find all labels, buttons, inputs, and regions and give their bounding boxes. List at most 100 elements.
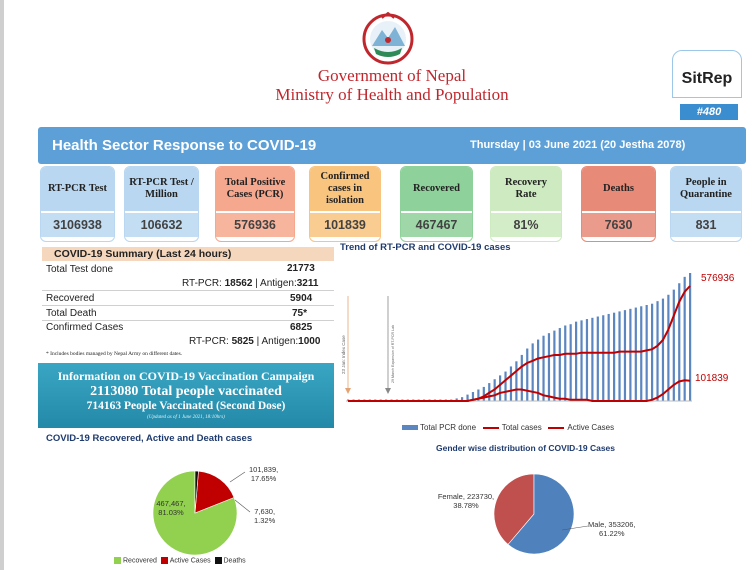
female-slice <box>493 473 535 545</box>
gender-pie-leader <box>561 525 589 531</box>
tile-recovery-rate: Recovery Rate 81% <box>490 166 562 242</box>
pcr-bar <box>656 301 659 401</box>
sitrep-number: #480 <box>680 104 738 120</box>
pcr-bar <box>683 276 686 401</box>
pcr-bar <box>689 273 692 401</box>
tile-value: 467467 <box>401 213 472 237</box>
legend-recovered: Recovered <box>123 557 157 565</box>
pcr-bar <box>477 389 480 401</box>
legend-total: Total cases <box>501 423 542 432</box>
pcr-bar <box>564 325 567 401</box>
ministry-line: Ministry of Health and Population <box>275 85 509 104</box>
female-slice-label: Female, 223730, 38.78% <box>431 492 501 510</box>
tile-value: 576936 <box>216 213 294 237</box>
legend-pcr-swatch <box>402 425 418 431</box>
pcr-bar <box>531 343 534 401</box>
tile-value: 106632 <box>125 213 198 237</box>
pcr-bar <box>482 386 485 401</box>
legend-deaths-swatch <box>214 557 222 564</box>
sitrep-label: SitRep <box>681 70 733 87</box>
tile-label: Recovered <box>401 167 472 211</box>
pcr-bar <box>629 308 632 401</box>
death-value: 75* <box>292 308 308 319</box>
pcr-bar <box>596 316 599 401</box>
case-split-antigen: 1000 <box>298 336 321 347</box>
recovered-pct: 81.03% <box>158 508 184 517</box>
active-slice <box>194 470 235 514</box>
tile-rtpcr-per-million: RT-PCR Test / Million 106632 <box>124 166 199 242</box>
male-pct: 61.22% <box>599 529 625 538</box>
active-pct: 17.65% <box>250 474 277 483</box>
tile-label: People in Quarantine <box>671 167 741 211</box>
divider <box>42 305 334 306</box>
pcr-bar <box>618 311 621 401</box>
recovered-value: 5904 <box>290 293 313 304</box>
government-line: Government of Nepal <box>317 66 467 85</box>
lab-expansion-arrow-icon <box>385 388 391 394</box>
female-count: Female, 223730, <box>437 492 495 501</box>
tile-value: 81% <box>491 213 561 237</box>
recovered-label: Recovered <box>46 293 95 304</box>
trend-chart-title: Trend of RT-PCR and COVID-19 cases <box>340 242 511 253</box>
deaths-slice-label: 7,630, 1.32% <box>254 507 275 525</box>
death-label: Total Death <box>46 308 97 319</box>
pcr-bar <box>607 313 610 401</box>
pcr-bar <box>537 339 540 401</box>
page-border <box>0 0 4 570</box>
case-split-pcr: 5825 <box>231 336 254 347</box>
case-split-sep: | Antigen: <box>253 336 299 347</box>
pcr-bar <box>667 294 670 401</box>
pcr-bar <box>520 354 523 401</box>
test-split: RT-PCR: 18562 | Antigen:3211 <box>182 278 318 290</box>
legend-total-swatch <box>482 426 499 429</box>
total-test-label: Total Test done <box>46 264 114 275</box>
legend-active-swatch <box>548 426 565 429</box>
pcr-bar <box>466 394 469 401</box>
deaths-slice <box>194 470 199 514</box>
pcr-bar <box>558 328 561 401</box>
banner-title: Health Sector Response to COVID-19 <box>52 137 317 154</box>
active-cases-line <box>348 379 691 402</box>
pcr-bar <box>602 315 605 401</box>
nepal-emblem-icon <box>362 12 414 65</box>
pcr-bar <box>672 289 675 401</box>
status-pie-chart <box>152 470 238 556</box>
female-pct: 38.78% <box>453 501 479 510</box>
trend-legend: Total PCR done Total cases Active Cases <box>402 423 614 432</box>
title-banner <box>38 127 746 164</box>
index-case-arrow-icon <box>345 388 351 394</box>
gender-pie-title: Gender wise distribution of COVID-19 Cas… <box>436 443 616 453</box>
test-split-antigen: 3211 <box>296 278 319 289</box>
pcr-bar <box>575 321 578 401</box>
pcr-bar <box>553 330 556 401</box>
male-slice-label: Male, 353206, 61.22% <box>588 520 636 538</box>
pcr-bar <box>499 375 502 401</box>
legend-active-swatch <box>160 557 168 564</box>
total-cases-line <box>348 285 691 402</box>
pcr-bar <box>580 320 583 401</box>
divider <box>42 290 334 291</box>
banner-date: Thursday | 03 June 2021 (20 Jestha 2078) <box>470 139 686 151</box>
pcr-bar <box>526 348 529 401</box>
pcr-bar <box>634 307 637 401</box>
pcr-bar <box>515 361 518 401</box>
male-slice <box>507 473 575 555</box>
test-split-pcr: 18562 <box>224 278 253 289</box>
confirmed-value: 6825 <box>290 322 313 333</box>
summary-title: COVID-19 Summary (Last 24 hours) <box>42 247 334 261</box>
tile-value: 831 <box>671 213 741 237</box>
tile-quarantine: People in Quarantine 831 <box>670 166 742 242</box>
active-count: 101,839, <box>249 465 279 474</box>
case-split: RT-PCR: 5825 | Antigen:1000 <box>189 336 320 348</box>
pcr-bar <box>569 324 572 401</box>
vaccination-second-dose: 714163 People Vaccinated (Second Dose) <box>86 400 286 412</box>
pcr-bar <box>455 398 458 401</box>
tile-isolation: Confirmed cases in isolation 101839 <box>309 166 381 242</box>
legend-active: Active Cases <box>567 423 615 432</box>
legend-active-cases: Active Cases <box>169 557 211 565</box>
confirmed-label: Confirmed Cases <box>46 322 124 333</box>
test-split-prefix: RT-PCR: <box>182 278 225 289</box>
vaccination-total: 2113080 Total people vaccinated <box>90 384 282 399</box>
recovered-slice <box>152 470 238 556</box>
recovered-count: 467,467, <box>156 499 186 508</box>
